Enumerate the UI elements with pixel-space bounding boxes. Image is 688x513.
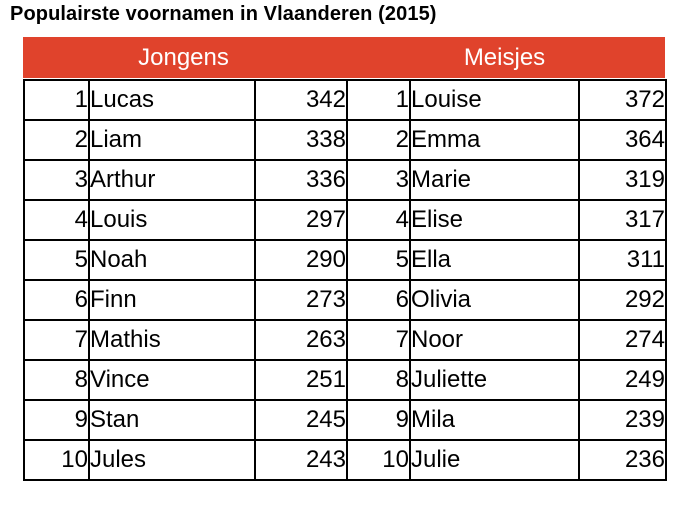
boy-name-cell: Finn xyxy=(88,279,256,321)
boy-name-cell: Louis xyxy=(88,199,256,241)
table-row: 1 Lucas 342 1 Louise 372 xyxy=(23,79,667,121)
girl-count-cell: 364 xyxy=(578,119,667,161)
girl-count-cell: 239 xyxy=(578,399,667,441)
girl-rank-cell: 6 xyxy=(346,279,411,321)
boy-name-cell: Noah xyxy=(88,239,256,281)
girl-count-cell: 319 xyxy=(578,159,667,201)
boy-rank-cell: 10 xyxy=(23,439,90,481)
boy-rank-cell: 5 xyxy=(23,239,90,281)
girl-count-cell: 292 xyxy=(578,279,667,321)
boy-name-cell: Vince xyxy=(88,359,256,401)
table-row: 6 Finn 273 6 Olivia 292 xyxy=(23,279,667,321)
boy-count-cell: 290 xyxy=(254,239,348,281)
boy-rank-cell: 8 xyxy=(23,359,90,401)
girl-name-cell: Elise xyxy=(409,199,580,241)
girl-rank-cell: 4 xyxy=(346,199,411,241)
table-row: 7 Mathis 263 7 Noor 274 xyxy=(23,319,667,361)
boy-rank-cell: 2 xyxy=(23,119,90,161)
names-table-body: 1 Lucas 342 1 Louise 372 2 Liam 338 2 Emma 364 3 Arth… xyxy=(23,79,667,481)
boy-name-cell: Stan xyxy=(88,399,256,441)
boy-rank-cell: 1 xyxy=(23,79,90,121)
header-boys: Jongens xyxy=(138,43,229,71)
girl-name-cell: Mila xyxy=(409,399,580,441)
girl-name-cell: Juliette xyxy=(409,359,580,401)
table-row: 2 Liam 338 2 Emma 364 xyxy=(23,119,667,161)
table-row: 8 Vince 251 8 Juliette 249 xyxy=(23,359,667,401)
boy-count-cell: 273 xyxy=(254,279,348,321)
boy-rank-cell: 9 xyxy=(23,399,90,441)
boy-name-cell: Jules xyxy=(88,439,256,481)
boy-name-cell: Arthur xyxy=(88,159,256,201)
table-row: 4 Louis 297 4 Elise 317 xyxy=(23,199,667,241)
girl-name-cell: Noor xyxy=(409,319,580,361)
girl-rank-cell: 10 xyxy=(346,439,411,481)
girl-rank-cell: 2 xyxy=(346,119,411,161)
girl-rank-cell: 7 xyxy=(346,319,411,361)
girl-name-cell: Julie xyxy=(409,439,580,481)
header-girls: Meisjes xyxy=(463,43,546,71)
table-row: 10 Jules 243 10 Julie 236 xyxy=(23,439,667,481)
girl-rank-cell: 9 xyxy=(346,399,411,441)
names-table: 1 Lucas 342 1 Louise 372 2 Liam 338 2 Emma 364 3 Arth… xyxy=(23,79,667,481)
boy-name-cell: Mathis xyxy=(88,319,256,361)
girl-count-cell: 249 xyxy=(578,359,667,401)
boy-rank-cell: 3 xyxy=(23,159,90,201)
table-row: 5 Noah 290 5 Ella 311 xyxy=(23,239,667,281)
girl-rank-cell: 8 xyxy=(346,359,411,401)
boy-rank-cell: 7 xyxy=(23,319,90,361)
girl-name-cell: Louise xyxy=(409,79,580,121)
boy-name-cell: Lucas xyxy=(88,79,256,121)
girl-rank-cell: 1 xyxy=(346,79,411,121)
boy-count-cell: 251 xyxy=(254,359,348,401)
girl-rank-cell: 3 xyxy=(346,159,411,201)
boy-count-cell: 336 xyxy=(254,159,348,201)
boy-count-cell: 297 xyxy=(254,199,348,241)
girl-count-cell: 311 xyxy=(578,239,667,281)
boy-count-cell: 338 xyxy=(254,119,348,161)
girl-count-cell: 236 xyxy=(578,439,667,481)
girl-rank-cell: 5 xyxy=(346,239,411,281)
page-title: Populairste voornamen in Vlaanderen (201… xyxy=(10,3,437,25)
girl-name-cell: Emma xyxy=(409,119,580,161)
girl-count-cell: 274 xyxy=(578,319,667,361)
girl-count-cell: 372 xyxy=(578,79,667,121)
girl-name-cell: Ella xyxy=(409,239,580,281)
table-header: Jongens Meisjes xyxy=(23,37,665,78)
boy-count-cell: 342 xyxy=(254,79,348,121)
table-row: 3 Arthur 336 3 Marie 319 xyxy=(23,159,667,201)
girl-count-cell: 317 xyxy=(578,199,667,241)
girl-name-cell: Olivia xyxy=(409,279,580,321)
boy-name-cell: Liam xyxy=(88,119,256,161)
boy-count-cell: 243 xyxy=(254,439,348,481)
boy-rank-cell: 4 xyxy=(23,199,90,241)
girl-name-cell: Marie xyxy=(409,159,580,201)
boy-count-cell: 263 xyxy=(254,319,348,361)
boy-count-cell: 245 xyxy=(254,399,348,441)
boy-rank-cell: 6 xyxy=(23,279,90,321)
table-row: 9 Stan 245 9 Mila 239 xyxy=(23,399,667,441)
